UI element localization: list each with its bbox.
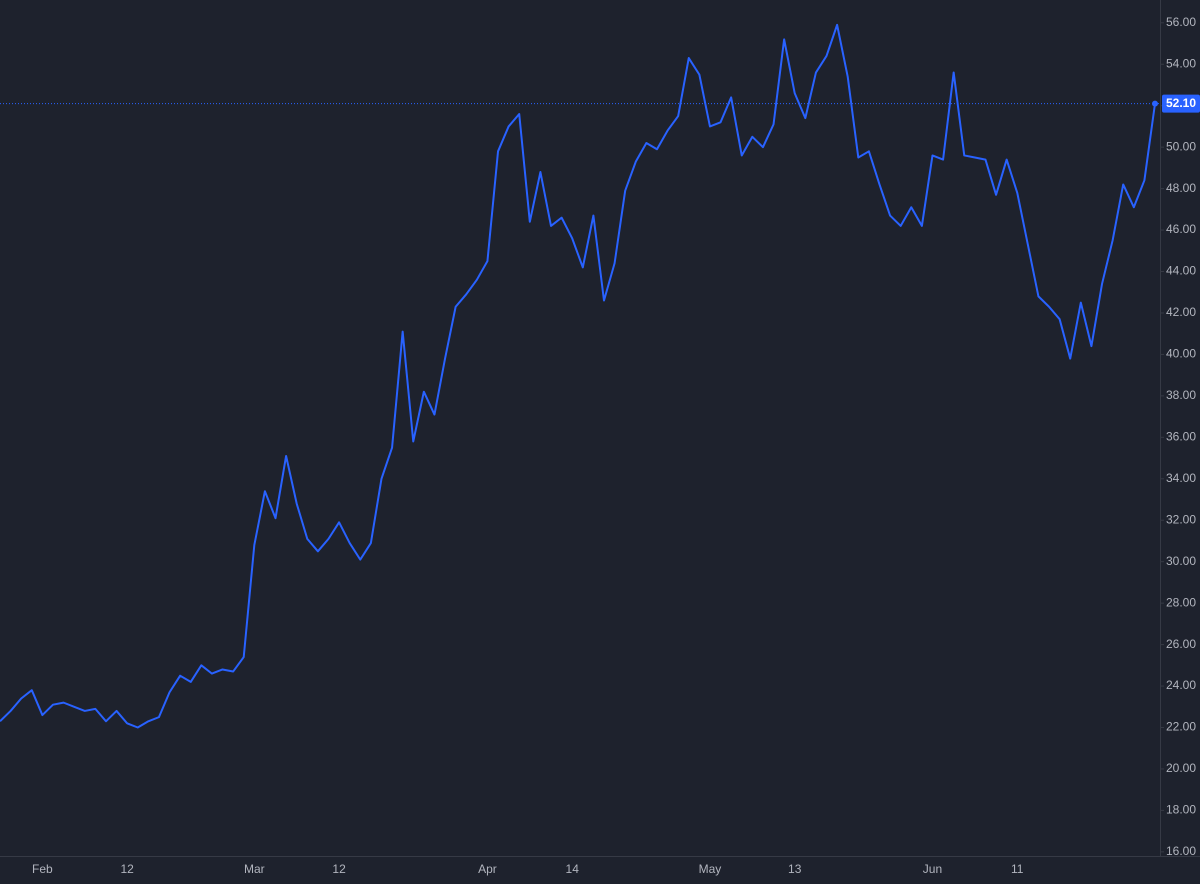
- y-tick-label: 50.00: [1166, 139, 1196, 153]
- x-tick-label: Apr: [478, 862, 497, 876]
- y-tick-label: 26.00: [1166, 637, 1196, 651]
- y-tick-label: 24.00: [1166, 678, 1196, 692]
- price-tag: [1162, 94, 1200, 113]
- y-tick-label: 34.00: [1166, 471, 1196, 485]
- x-tick-label: Jun: [923, 862, 942, 876]
- y-tick-label: 36.00: [1166, 429, 1196, 443]
- price-tag-label: 52.10: [1166, 96, 1196, 110]
- y-tick-label: 32.00: [1166, 512, 1196, 526]
- y-tick-label: 16.00: [1166, 844, 1196, 858]
- x-tick-label: 12: [332, 862, 346, 876]
- x-tick-label: 12: [120, 862, 134, 876]
- x-tick-label: May: [699, 862, 722, 876]
- y-tick-label: 40.00: [1166, 347, 1196, 361]
- x-tick-label: Feb: [32, 862, 53, 876]
- y-tick-label: 22.00: [1166, 720, 1196, 734]
- y-tick-label: 38.00: [1166, 388, 1196, 402]
- y-tick-label: 46.00: [1166, 222, 1196, 236]
- x-tick-label: 11: [1011, 862, 1024, 876]
- last-point: [1152, 100, 1158, 107]
- y-tick-label: 42.00: [1166, 305, 1196, 319]
- y-tick-label: 28.00: [1166, 595, 1196, 609]
- y-tick-label: 48.00: [1166, 181, 1196, 195]
- x-tick-label: Mar: [244, 862, 265, 876]
- y-tick-label: 44.00: [1166, 264, 1196, 278]
- y-tick-label: 56.00: [1166, 15, 1196, 29]
- x-tick-label: 13: [788, 862, 802, 876]
- x-tick-label: 14: [566, 862, 580, 876]
- y-tick-label: 18.00: [1166, 803, 1196, 817]
- price-line: [0, 23, 1156, 729]
- y-tick-label: 30.00: [1166, 554, 1196, 568]
- y-tick-label: 54.00: [1166, 56, 1196, 70]
- y-tick-label: 20.00: [1166, 761, 1196, 775]
